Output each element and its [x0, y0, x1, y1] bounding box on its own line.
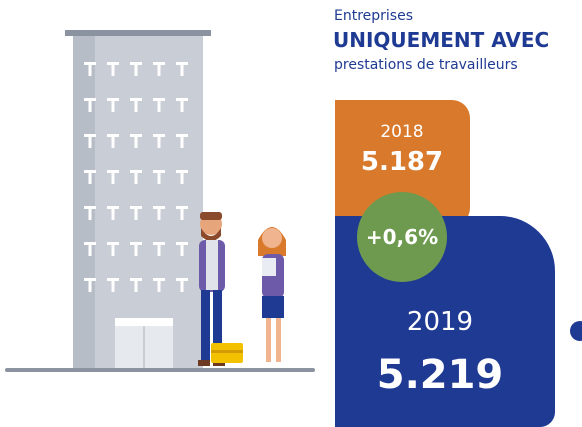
window	[84, 134, 96, 148]
window	[130, 98, 142, 112]
window	[130, 170, 142, 184]
window	[153, 206, 165, 220]
worker-woman	[258, 227, 286, 362]
window	[153, 278, 165, 292]
window	[176, 98, 188, 112]
value-2019: 5.219	[377, 352, 504, 398]
building	[65, 30, 211, 370]
window	[130, 206, 142, 220]
window	[84, 206, 96, 220]
window	[107, 242, 119, 256]
window	[84, 170, 96, 184]
change-label: +0,6%	[366, 225, 438, 249]
window	[176, 62, 188, 76]
window	[130, 242, 142, 256]
window	[107, 278, 119, 292]
decor-dot	[570, 321, 582, 341]
box-2018	[335, 100, 470, 226]
window	[84, 278, 96, 292]
value-2018: 5.187	[361, 147, 443, 177]
window	[107, 98, 119, 112]
window	[130, 134, 142, 148]
window	[107, 206, 119, 220]
window	[107, 62, 119, 76]
year-2019: 2019	[407, 307, 473, 337]
header-line3: prestations de travailleurs	[334, 57, 518, 73]
window	[176, 206, 188, 220]
header-line2: UNIQUEMENT AVEC	[333, 28, 549, 52]
year-2018: 2018	[380, 122, 423, 142]
window	[153, 242, 165, 256]
window	[107, 170, 119, 184]
window	[176, 278, 188, 292]
window	[176, 242, 188, 256]
ground-line	[5, 368, 315, 372]
window	[84, 242, 96, 256]
window	[107, 134, 119, 148]
worker-man	[198, 212, 243, 366]
window	[176, 170, 188, 184]
window	[176, 134, 188, 148]
window	[84, 62, 96, 76]
window	[153, 170, 165, 184]
window	[84, 98, 96, 112]
window	[153, 98, 165, 112]
header-line1: Entreprises	[334, 8, 413, 24]
window	[130, 62, 142, 76]
window	[153, 134, 165, 148]
window	[153, 62, 165, 76]
change-circle	[357, 192, 447, 282]
window	[130, 278, 142, 292]
